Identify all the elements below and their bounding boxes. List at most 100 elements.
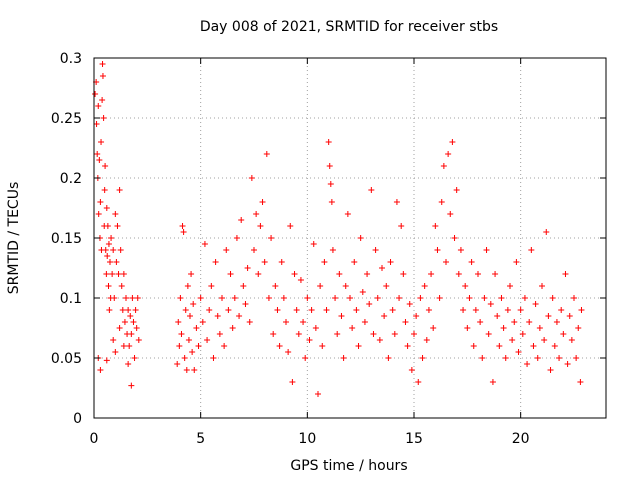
data-point (342, 283, 349, 289)
data-point (325, 139, 332, 145)
data-point (306, 337, 313, 343)
y-axis-label: SRMTID / TECUs (6, 182, 22, 295)
data-point (457, 247, 464, 253)
y-tick-label: 0.3 (60, 51, 82, 67)
y-tick-label: 0.1 (60, 291, 82, 307)
data-point (308, 307, 315, 313)
data-point (185, 337, 192, 343)
data-point (116, 325, 123, 331)
data-point (468, 259, 475, 265)
data-point (257, 223, 264, 229)
data-point (453, 187, 460, 193)
x-tick-label: 0 (90, 431, 99, 447)
data-point (101, 187, 108, 193)
data-point (221, 343, 228, 349)
data-point (111, 295, 118, 301)
data-point (376, 337, 383, 343)
data-point (104, 223, 111, 229)
data-point (287, 223, 294, 229)
data-point (127, 313, 134, 319)
plot-border (93, 57, 607, 419)
data-point (179, 223, 186, 229)
data-point (214, 313, 221, 319)
data-point (575, 325, 582, 331)
data-point (118, 283, 125, 289)
data-point (126, 343, 133, 349)
data-point (419, 355, 426, 361)
data-point (105, 283, 112, 289)
data-point (184, 283, 191, 289)
data-point (336, 271, 343, 277)
x-axis-label: GPS time / hours (290, 458, 407, 474)
data-point (578, 307, 585, 313)
data-point (175, 319, 182, 325)
data-point (229, 325, 236, 331)
data-point (268, 235, 275, 241)
data-point (423, 337, 430, 343)
data-point (568, 337, 575, 343)
data-point (513, 259, 520, 265)
data-point (312, 325, 319, 331)
data-point (180, 229, 187, 235)
data-point (128, 331, 135, 337)
data-point (355, 343, 362, 349)
data-point (177, 295, 184, 301)
data-point (417, 295, 424, 301)
data-point (98, 139, 105, 145)
data-point (99, 61, 106, 67)
data-point (483, 247, 490, 253)
data-point (411, 331, 417, 337)
data-point (103, 357, 110, 364)
data-point (188, 271, 195, 277)
axes: 0 5 10 15 20 0 0.05 0.1 0.15 0.2 0.25 0.3 (51, 51, 607, 447)
data-point (389, 307, 396, 313)
data-point (283, 319, 289, 325)
data-point (302, 355, 309, 361)
data-point (445, 151, 452, 157)
data-point (466, 295, 473, 301)
data-point (317, 283, 324, 289)
data-point (107, 259, 113, 265)
data-point (432, 223, 439, 229)
data-point (553, 319, 560, 325)
data-point (526, 319, 533, 325)
data-point (94, 151, 101, 157)
data-point (400, 271, 407, 277)
data-point (481, 295, 488, 301)
data-point (131, 355, 138, 361)
data-points (92, 61, 585, 397)
data-point (391, 331, 398, 337)
data-point (562, 271, 569, 277)
data-point (547, 367, 554, 373)
data-point (123, 295, 129, 301)
data-point (104, 253, 111, 259)
data-point (489, 379, 496, 385)
data-point (577, 379, 584, 385)
x-tick-label: 5 (196, 431, 205, 447)
data-point (430, 325, 437, 331)
data-point (425, 307, 432, 313)
data-point (219, 295, 225, 301)
data-point (276, 343, 283, 349)
data-point (421, 283, 428, 289)
data-point (105, 241, 112, 247)
data-point (543, 229, 550, 235)
data-point (310, 241, 317, 247)
data-point (210, 355, 217, 361)
data-point (108, 235, 115, 241)
data-point (536, 325, 543, 331)
data-point (128, 382, 135, 389)
data-point (300, 319, 307, 325)
data-point (327, 181, 334, 187)
y-tick-label: 0.2 (60, 171, 82, 187)
data-point (551, 343, 558, 349)
data-point (231, 295, 238, 301)
data-point (261, 259, 268, 265)
data-point (326, 163, 333, 169)
data-point (368, 187, 375, 193)
data-point (189, 349, 196, 355)
data-point (398, 223, 405, 229)
data-point (408, 367, 415, 373)
data-point (125, 307, 132, 313)
